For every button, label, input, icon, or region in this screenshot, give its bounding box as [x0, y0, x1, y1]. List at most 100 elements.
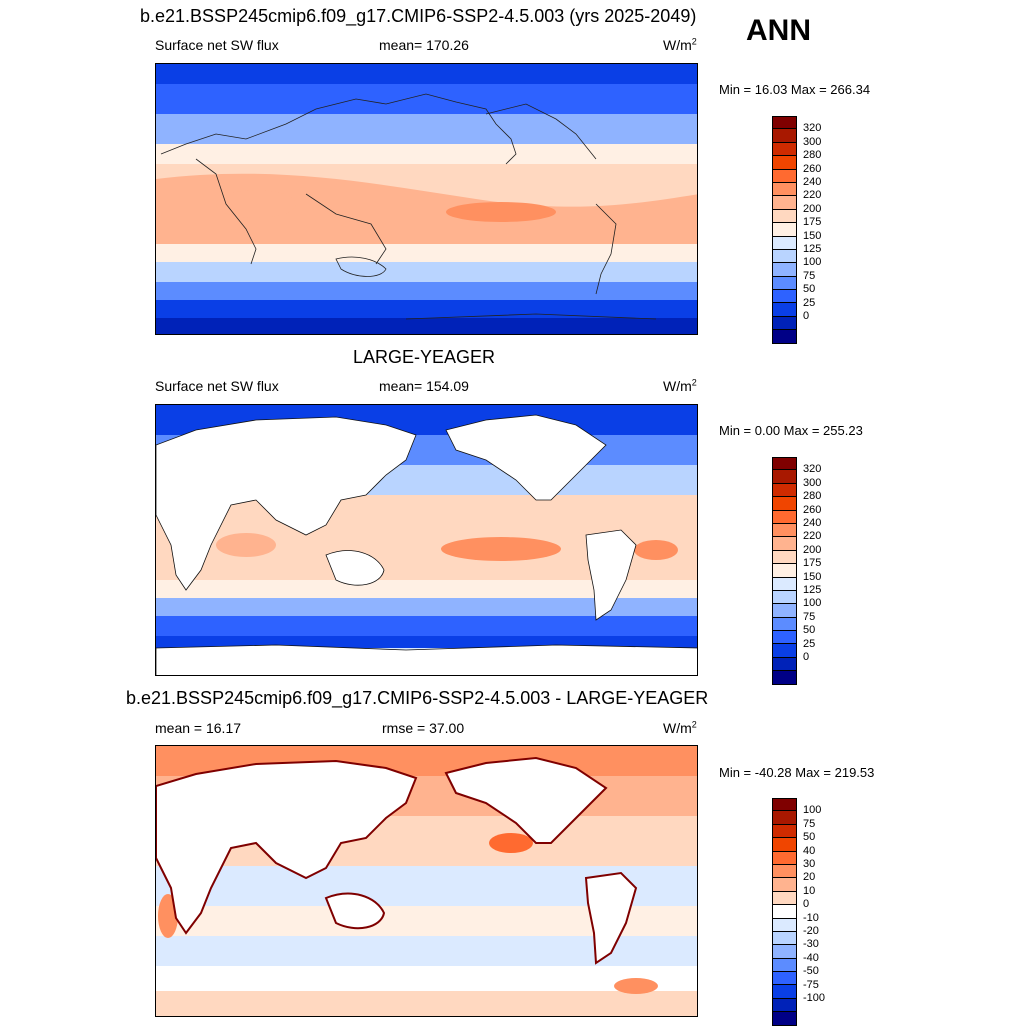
panel-2-map	[155, 404, 698, 676]
colorbar-swatch	[772, 236, 797, 250]
colorbar-tick-label: 10	[803, 884, 816, 897]
colorbar-swatch	[772, 958, 797, 973]
colorbar-swatch	[772, 156, 797, 170]
panel-2-title: LARGE-YEAGER	[353, 347, 496, 367]
colorbar-tick-label: 280	[803, 149, 822, 162]
panel-2-min-max: Min = 0.00 Max = 255.23	[719, 423, 863, 438]
panel-3-rmse-label: rmse = 37.00	[382, 720, 465, 736]
colorbar-tick-label: 320	[803, 463, 822, 476]
panel-2-variable-label: Surface net SW flux	[155, 378, 279, 394]
colorbar-tick-label: 40	[803, 844, 816, 857]
colorbar-tick-label: 175	[803, 557, 822, 570]
colorbar-swatch	[772, 851, 797, 865]
colorbar-swatch	[772, 604, 797, 618]
colorbar-swatch	[772, 998, 797, 1013]
colorbar-swatch	[772, 657, 797, 672]
panel-2-mean-label: mean= 154.09	[379, 378, 469, 394]
colorbar-swatch	[772, 550, 797, 565]
panel-1-mean-label: mean= 170.26	[379, 37, 469, 53]
colorbar-swatch	[772, 316, 797, 331]
colorbar-swatch	[772, 631, 797, 645]
colorbar-swatch	[772, 497, 797, 511]
colorbar-swatch	[772, 169, 797, 183]
colorbar-swatch	[772, 824, 797, 839]
colorbar-swatch	[772, 276, 797, 291]
colorbar-tick-label: 300	[803, 135, 822, 148]
colorbar-swatch	[772, 483, 797, 498]
colorbar-tick-label: 20	[803, 871, 816, 884]
season-label: ANN	[746, 14, 811, 47]
colorbar-swatch	[772, 249, 797, 264]
colorbar-swatch	[772, 330, 797, 344]
panel-1-title: b.e21.BSSP245cmip6.f09_g17.CMIP6-SSP2-4.…	[140, 6, 697, 26]
colorbar-swatch	[772, 182, 797, 197]
colorbar-swatch	[772, 891, 797, 906]
colorbar-tick-label: 200	[803, 202, 822, 215]
colorbar-tick-label: -10	[803, 911, 819, 924]
colorbar-tick-label: 220	[803, 530, 822, 543]
colorbar-tick-label: 50	[803, 283, 816, 296]
colorbar-swatch	[772, 671, 797, 685]
colorbar-tick-label: 125	[803, 584, 822, 596]
panel-3-map	[155, 745, 698, 1017]
colorbar-swatch	[772, 303, 797, 317]
colorbar-tick-label: 0	[803, 898, 810, 911]
colorbar-swatch	[772, 577, 797, 591]
colorbar-tick-label: 75	[803, 269, 816, 282]
panel-3-min-max: Min = -40.28 Max = 219.53	[719, 765, 875, 780]
colorbar-tick-label: 150	[803, 229, 822, 242]
panel-1-map	[155, 63, 698, 335]
colorbar-swatch	[772, 510, 797, 524]
colorbar-swatch	[772, 590, 797, 605]
colorbar-swatch	[772, 263, 797, 277]
colorbar-tick-label: 125	[803, 243, 822, 255]
colorbar-tick-label: 75	[803, 817, 816, 830]
colorbar-swatch	[772, 798, 797, 812]
panel-2-units: W/m2	[663, 377, 697, 394]
colorbar-tick-label: 100	[803, 597, 822, 610]
panel-3-mean-label: mean = 16.17	[155, 720, 242, 736]
colorbar-tick-label: 100	[803, 804, 822, 817]
panel-3-title: b.e21.BSSP245cmip6.f09_g17.CMIP6-SSP2-4.…	[126, 688, 709, 708]
colorbar-tick-label: -20	[803, 925, 819, 937]
panel-1-units: W/m2	[663, 36, 697, 53]
colorbar-tick-label: 50	[803, 624, 816, 637]
colorbar-tick-label: 50	[803, 831, 816, 844]
colorbar-swatch	[772, 129, 797, 143]
colorbar-tick-label: 0	[803, 310, 810, 322]
colorbar-tick-label: 240	[803, 176, 822, 188]
colorbar-swatch	[772, 209, 797, 224]
colorbar-tick-label: 260	[803, 162, 822, 175]
colorbar-tick-label: 200	[803, 543, 822, 556]
colorbar-tick-label: 300	[803, 476, 822, 489]
colorbar-swatch	[772, 196, 797, 210]
colorbar-tick-label: -30	[803, 938, 819, 951]
colorbar-swatch	[772, 523, 797, 538]
panel-1-variable-label: Surface net SW flux	[155, 37, 279, 53]
colorbar-tick-label: 150	[803, 570, 822, 583]
colorbar-tick-label: -75	[803, 978, 819, 991]
panel-2-colorbar	[772, 457, 797, 685]
colorbar-swatch	[772, 470, 797, 484]
colorbar-swatch	[772, 972, 797, 986]
colorbar-swatch	[772, 290, 797, 304]
colorbar-tick-label: 75	[803, 610, 816, 623]
colorbar-tick-label: 260	[803, 503, 822, 516]
colorbar-tick-label: 320	[803, 122, 822, 135]
colorbar-swatch	[772, 116, 797, 130]
colorbar-tick-label: 30	[803, 858, 816, 870]
colorbar-swatch	[772, 905, 797, 919]
panel-3-units: W/m2	[663, 719, 697, 736]
colorbar-swatch	[772, 918, 797, 932]
colorbar-swatch	[772, 838, 797, 852]
colorbar-swatch	[772, 223, 797, 237]
colorbar-swatch	[772, 878, 797, 892]
colorbar-tick-label: -50	[803, 965, 819, 978]
colorbar-swatch	[772, 537, 797, 551]
colorbar-tick-label: 25	[803, 637, 816, 650]
colorbar-swatch	[772, 617, 797, 632]
colorbar-tick-label: -40	[803, 951, 819, 964]
colorbar-swatch	[772, 985, 797, 999]
panel-1-min-max: Min = 16.03 Max = 266.34	[719, 82, 871, 97]
colorbar-swatch	[772, 864, 797, 879]
